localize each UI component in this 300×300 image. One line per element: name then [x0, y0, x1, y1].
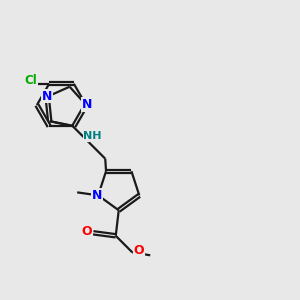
Text: O: O — [134, 244, 144, 257]
Text: N: N — [92, 189, 102, 202]
Text: Cl: Cl — [25, 74, 38, 87]
Text: NH: NH — [83, 131, 102, 141]
Text: N: N — [82, 98, 92, 111]
Text: N: N — [42, 90, 52, 103]
Text: O: O — [81, 225, 92, 238]
